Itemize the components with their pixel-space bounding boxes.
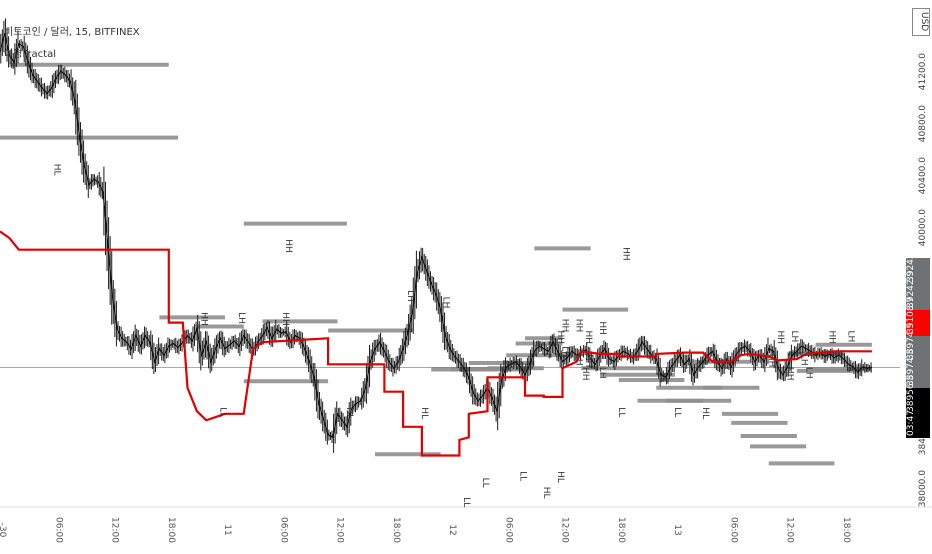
fractal-label: HL [700,407,710,419]
fractal-label: HH [199,312,209,326]
fractal-label: LH [845,330,855,342]
chart-title: 비트코인 / 달러, 15, BITFINEX [4,27,140,38]
price-scale-label: 40000.0 [918,209,928,247]
price-badge: 03:47 [906,410,930,438]
time-axis-label: 06:00 [278,517,288,543]
fractal-label: HH [597,321,607,335]
time-axis-label: 12:00 [335,517,345,543]
fractal-label: LH [405,290,415,302]
time-axis-label: 13 [672,524,682,535]
fractal-label: HH [583,330,593,344]
fractal-label: HL [419,407,429,419]
fractal-label: LL [217,407,227,417]
price-scale-label: 40400.0 [918,157,928,195]
time-axis-label: 18:00 [166,517,176,543]
time-axis-label: 06:00 [728,517,738,543]
time-axis-label: 18:00 [841,517,851,543]
fractal-label: LH [440,297,450,309]
fractal-label: LL [517,471,527,481]
time-axis-label: 18:00 [391,517,401,543]
time-axis-label: 12:00 [110,517,120,543]
fractal-label: HH [775,330,785,344]
price-scale-label: 40800.0 [918,105,928,143]
fractal-label: HL [344,407,354,419]
time-axis-label: -30 [0,523,7,538]
fractal-label: LL [461,497,471,507]
fractal-label: HH [574,319,584,333]
fractal-label: HH [580,367,590,381]
fractal-label: LH [236,312,246,324]
fractal-label: LH [789,330,799,342]
time-axis-label: 18:00 [616,517,626,543]
fractal-label: LL [616,407,626,417]
fractal-label: HH [766,354,776,368]
fractal-label: HL [51,164,61,176]
time-axis-label: 06:00 [53,517,63,543]
fractal-label: LH [799,354,809,366]
currency-button[interactable]: USD [912,8,930,36]
fractal-label: LH [574,354,584,366]
fractal-label: LH [597,367,607,379]
price-path [0,33,873,439]
fractal-label: LL [672,407,682,417]
fractal-label: HH [283,239,293,253]
indicator-name: 이평Fractal [4,49,56,60]
fractal-label: LH [560,346,570,358]
time-axis-label: 12:00 [785,517,795,543]
price-scale-label: 41200.0 [918,53,928,91]
time-axis-label: 11 [222,524,232,535]
ma-step-line [0,230,872,457]
time-axis-label: 12:00 [560,517,570,543]
fractal-label: HH [620,247,630,261]
fractal-label: HL [541,487,551,499]
fractal-label: HH [785,367,795,381]
fractal-label: HH [280,312,290,326]
fractal-label: HH [583,354,593,368]
fractal-label: HH [560,319,570,333]
time-axis-label: 12 [447,524,457,535]
fractal-label: LH [803,367,813,379]
fractal-label: HL [555,471,565,483]
time-axis-label: 06:00 [503,517,513,543]
fractal-label: HH [827,330,837,344]
fractal-label: HH [555,330,565,344]
price-scale-label: 38000.0 [918,469,928,508]
fractal-label: LL [480,478,490,488]
